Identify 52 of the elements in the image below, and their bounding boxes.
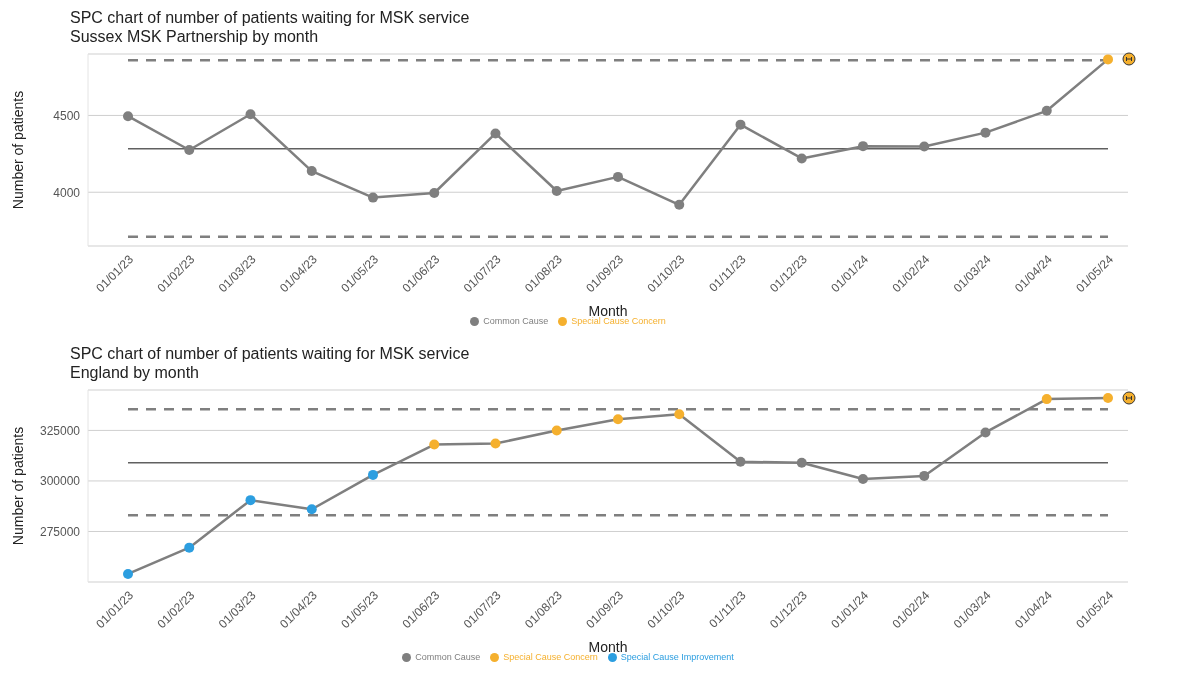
- point: [368, 469, 378, 480]
- point: [245, 495, 256, 506]
- point: [919, 470, 930, 481]
- point: [123, 568, 133, 579]
- point: [796, 153, 807, 164]
- chart-title: SPC chart of number of patients waiting for MSK service: [70, 8, 471, 27]
- point: [613, 414, 623, 425]
- point: [735, 119, 746, 130]
- chart-title: SPC chart of number of patients waiting for MSK service: [70, 344, 471, 363]
- y-axis-title: Number of patients: [9, 90, 26, 210]
- point: [123, 111, 133, 122]
- x-axis-title: Month: [588, 639, 628, 655]
- chart-subtitle: England by month: [70, 363, 200, 382]
- point: [245, 109, 256, 120]
- point: [429, 439, 440, 450]
- point: [919, 141, 930, 152]
- x-axis-title: Month: [588, 303, 628, 319]
- legend-label: Special Cause Improvement: [620, 652, 734, 662]
- point: [980, 427, 991, 438]
- point: [306, 504, 317, 515]
- chart-subtitle: Sussex MSK Partnership by month: [70, 27, 320, 46]
- point: [980, 127, 991, 138]
- point: [306, 166, 317, 177]
- y-axis-title: Number of patients: [9, 426, 26, 546]
- point: [1041, 105, 1052, 116]
- y-tick-label: 325000: [39, 423, 81, 438]
- point: [1103, 54, 1113, 65]
- point: [551, 186, 562, 197]
- point: [368, 192, 378, 203]
- legend-label: Common Cause: [415, 652, 481, 662]
- point: [184, 145, 195, 155]
- y-tick-label: 4000: [53, 185, 81, 200]
- point: [674, 199, 685, 210]
- point: [858, 473, 868, 484]
- point: [551, 425, 562, 436]
- legend-label: Special Cause Concern: [503, 652, 598, 662]
- point: [490, 438, 501, 449]
- y-tick-label: 4500: [53, 108, 81, 123]
- point: [735, 456, 746, 467]
- y-tick-label: 275000: [39, 524, 81, 539]
- point: [674, 409, 685, 420]
- legend-label: Special Cause Concern: [571, 316, 666, 326]
- legend-label: Common Cause: [483, 316, 549, 326]
- point: [429, 188, 440, 199]
- point: [613, 171, 623, 182]
- point: [858, 141, 868, 152]
- point: [796, 457, 807, 468]
- point: [184, 542, 195, 553]
- point: [1041, 394, 1052, 405]
- y-tick-label: 300000: [39, 474, 81, 489]
- point: [1103, 393, 1113, 404]
- point: [490, 128, 501, 139]
